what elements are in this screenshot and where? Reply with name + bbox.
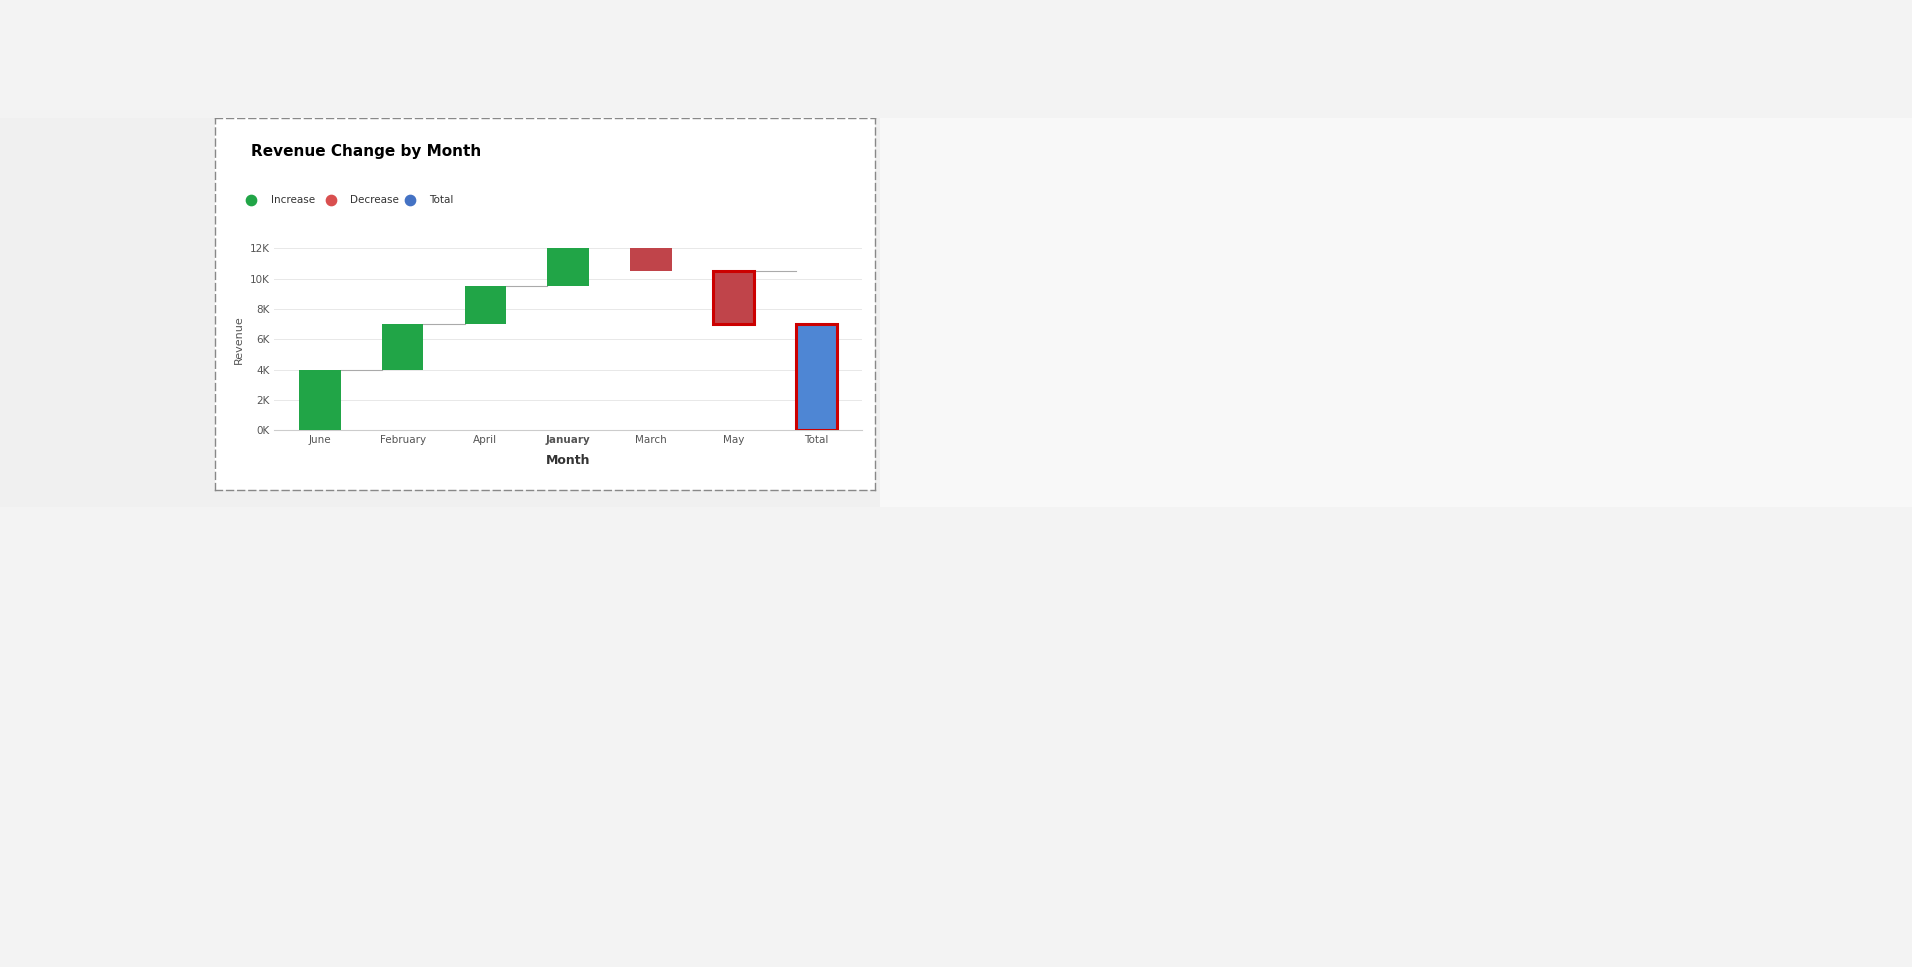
- Text: Revenue Change by Month: Revenue Change by Month: [250, 144, 482, 159]
- Bar: [795, 324, 837, 430]
- Text: Total: Total: [430, 194, 453, 205]
- Bar: [713, 271, 753, 324]
- Bar: [713, 271, 753, 324]
- Text: Decrease: Decrease: [350, 194, 400, 205]
- Point: [394, 192, 424, 208]
- Bar: [631, 241, 671, 271]
- Y-axis label: Revenue: Revenue: [233, 315, 245, 364]
- Text: Increase: Increase: [272, 194, 315, 205]
- Bar: [795, 324, 837, 430]
- Point: [235, 192, 266, 208]
- Bar: [298, 369, 340, 430]
- Bar: [382, 324, 423, 369]
- Point: [315, 192, 346, 208]
- Bar: [465, 286, 507, 324]
- Bar: [547, 241, 589, 286]
- X-axis label: Month: Month: [545, 454, 591, 467]
